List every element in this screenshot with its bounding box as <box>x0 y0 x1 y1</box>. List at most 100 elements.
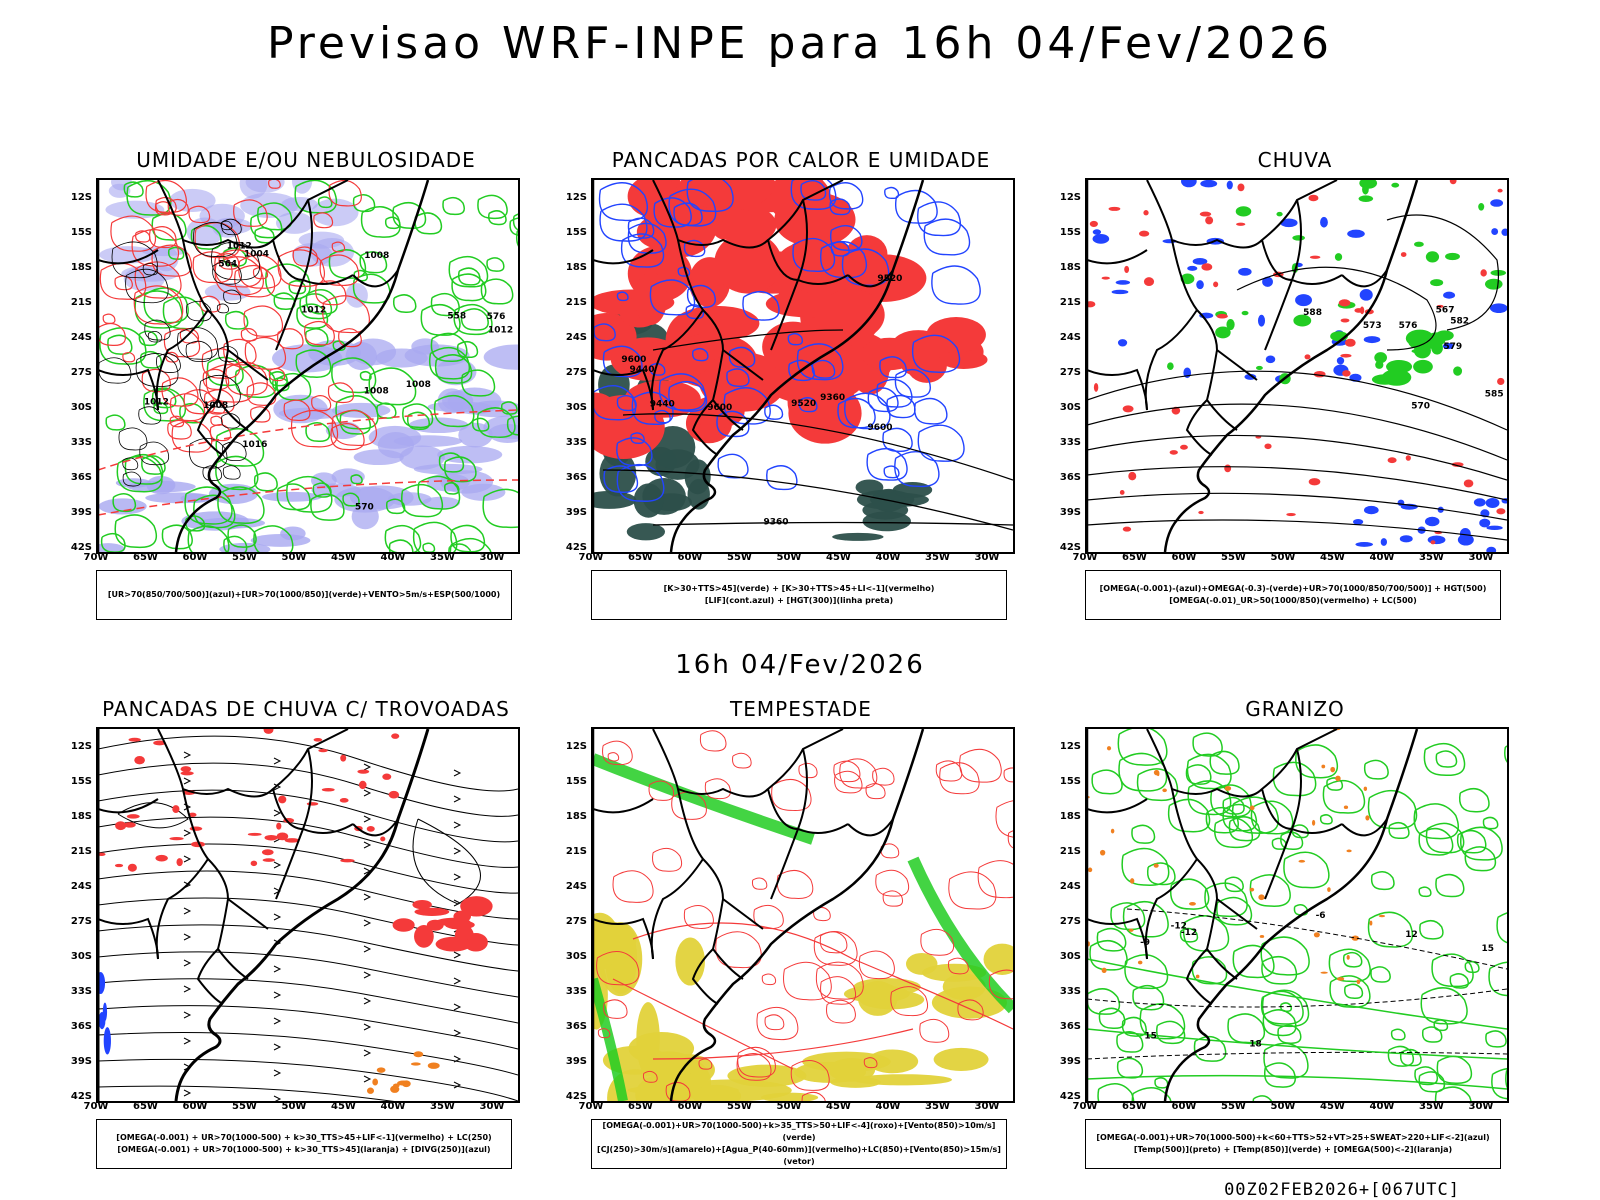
legend-line: [OMEGA(-0.001) + UR>70(1000-500) + k>30_… <box>117 1145 491 1154</box>
lon-tick-label: 55W <box>1221 552 1246 563</box>
lat-tick-label: 39S <box>565 1056 587 1067</box>
legend-line: [Temp(500)](preto) + [Temp(850)](verde) … <box>1133 1145 1453 1154</box>
contour-label: 9360 <box>763 518 788 528</box>
lon-tick-label: 35W <box>430 552 455 563</box>
forecast-map: 588 585 582 579 576 573 570 567 <box>1085 178 1509 554</box>
lat-tick-label: 18S <box>70 262 92 273</box>
contour-lines <box>593 180 981 502</box>
lon-tick-label: 60W <box>182 1101 208 1112</box>
panel-legend: [OMEGA(-0.001)+UR>70(1000-500)+k>35_TTS>… <box>591 1119 1007 1169</box>
lon-tick-label: 50W <box>281 1101 307 1112</box>
map-canvas: 588 585 582 579 576 573 570 567 <box>1087 180 1507 552</box>
lon-tick-label: 40W <box>1369 1101 1395 1112</box>
coastline-and-borders <box>1087 729 1419 1101</box>
lon-tick-label: 30W <box>479 552 505 563</box>
field-shading <box>627 1047 989 1101</box>
lon-tick-label: 45W <box>1320 552 1345 563</box>
legend-line: [OMEGA(-0.001)+UR>70(1000-500)+k>35_TTS>… <box>602 1121 996 1142</box>
contour-label: 1008 <box>364 251 389 261</box>
lon-tick-label: 60W <box>1171 552 1197 563</box>
isolines <box>1087 908 1507 1060</box>
lat-tick-label: 27S <box>565 916 587 927</box>
lat-tick-label: 21S <box>1059 297 1081 308</box>
contour-label: 9600 <box>621 355 646 365</box>
lon-tick-label: 60W <box>677 1101 703 1112</box>
coastline-and-borders <box>98 729 430 1101</box>
lat-tick-label: 42S <box>565 1091 587 1102</box>
panel-legend: [OMEGA(-0.001)+UR>70(1000-500)+k<60+TTS>… <box>1085 1119 1501 1169</box>
contour-label: 1008 <box>203 401 228 411</box>
lat-tick-label: 27S <box>70 916 92 927</box>
lat-tick-label: 18S <box>1059 811 1081 822</box>
lat-tick-label: 15S <box>1059 776 1081 787</box>
lat-tick-label: 24S <box>70 332 92 343</box>
lat-tick-label: 33S <box>565 437 587 448</box>
contour-lines <box>1087 729 1507 1101</box>
contour-label: 1008 <box>364 387 389 397</box>
lat-tick-label: 12S <box>1059 741 1081 752</box>
lon-tick-label: 70W <box>83 1101 109 1112</box>
isolines <box>602 329 1013 531</box>
lat-tick-label: 36S <box>1059 472 1081 483</box>
lon-tick-label: 45W <box>331 1101 356 1112</box>
panel-title: GRANIZO <box>1245 697 1345 721</box>
contour-label: 576 <box>487 312 506 322</box>
lon-tick-label: 45W <box>331 552 356 563</box>
contour-label: 9360 <box>820 393 845 403</box>
lon-tick-label: 50W <box>776 552 802 563</box>
forecast-map: 9600 9600 9520 9600 9520 9440 9440 9360 9360 <box>591 178 1015 554</box>
lat-tick-label: 42S <box>1059 1091 1081 1102</box>
forecast-map <box>591 727 1015 1103</box>
contour-label: 570 <box>355 502 374 512</box>
contour-label: 15 <box>1144 1032 1157 1042</box>
panel-legend: [UR>70(850/700/500)](azul)+[UR>70(1000/8… <box>96 570 512 620</box>
contour-label: 582 <box>1450 316 1469 326</box>
field-shading <box>1087 180 1506 545</box>
lon-tick-label: 50W <box>1270 552 1296 563</box>
lat-tick-label: 39S <box>1059 507 1081 518</box>
map-canvas <box>593 729 1013 1101</box>
lat-tick-label: 36S <box>1059 1021 1081 1032</box>
lat-tick-label: 33S <box>565 986 587 997</box>
contour-label: 558 <box>447 311 466 321</box>
contour-label: 585 <box>1485 389 1504 399</box>
lon-tick-label: 45W <box>1320 1101 1345 1112</box>
isolines <box>98 409 518 516</box>
lat-tick-label: 39S <box>70 1056 92 1067</box>
lon-tick-label: 30W <box>479 1101 505 1112</box>
lat-tick-label: 15S <box>565 227 587 238</box>
field-shading <box>832 479 933 541</box>
lon-tick-label: 55W <box>1221 1101 1246 1112</box>
lon-tick-label: 45W <box>826 552 851 563</box>
lon-tick-label: 35W <box>1419 1101 1444 1112</box>
lon-tick-label: 65W <box>1122 552 1147 563</box>
contour-label: 15 <box>1481 944 1494 954</box>
map-canvas <box>98 729 518 1101</box>
lon-tick-label: 40W <box>1369 552 1395 563</box>
main-title: Previsao WRF-INPE para 16h 04/Fev/2026 <box>267 18 1333 69</box>
lat-tick-label: 30S <box>565 951 587 962</box>
lon-tick-label: 30W <box>974 1101 1000 1112</box>
lat-tick-label: 21S <box>565 846 587 857</box>
lon-tick-label: 40W <box>875 552 901 563</box>
lat-tick-label: 39S <box>565 507 587 518</box>
coastline-and-borders <box>593 180 925 552</box>
lat-tick-label: 21S <box>70 846 92 857</box>
panel-title: PANCADAS POR CALOR E UMIDADE <box>611 148 991 172</box>
lat-tick-label: 21S <box>70 297 92 308</box>
lat-tick-label: 33S <box>1059 986 1081 997</box>
field-shading <box>1371 329 1454 386</box>
lon-tick-label: 65W <box>133 1101 158 1112</box>
lon-tick-label: 30W <box>974 552 1000 563</box>
lat-tick-label: 33S <box>70 437 92 448</box>
contour-label: 579 <box>1443 342 1462 352</box>
lat-tick-label: 30S <box>1059 951 1081 962</box>
lon-tick-label: 35W <box>430 1101 455 1112</box>
lat-tick-label: 21S <box>1059 846 1081 857</box>
lat-tick-label: 24S <box>565 881 587 892</box>
lon-tick-label: 35W <box>925 1101 950 1112</box>
lon-tick-label: 30W <box>1468 1101 1494 1112</box>
legend-line: [UR>70(850/700/500)](azul)+[UR>70(1000/8… <box>107 590 501 599</box>
